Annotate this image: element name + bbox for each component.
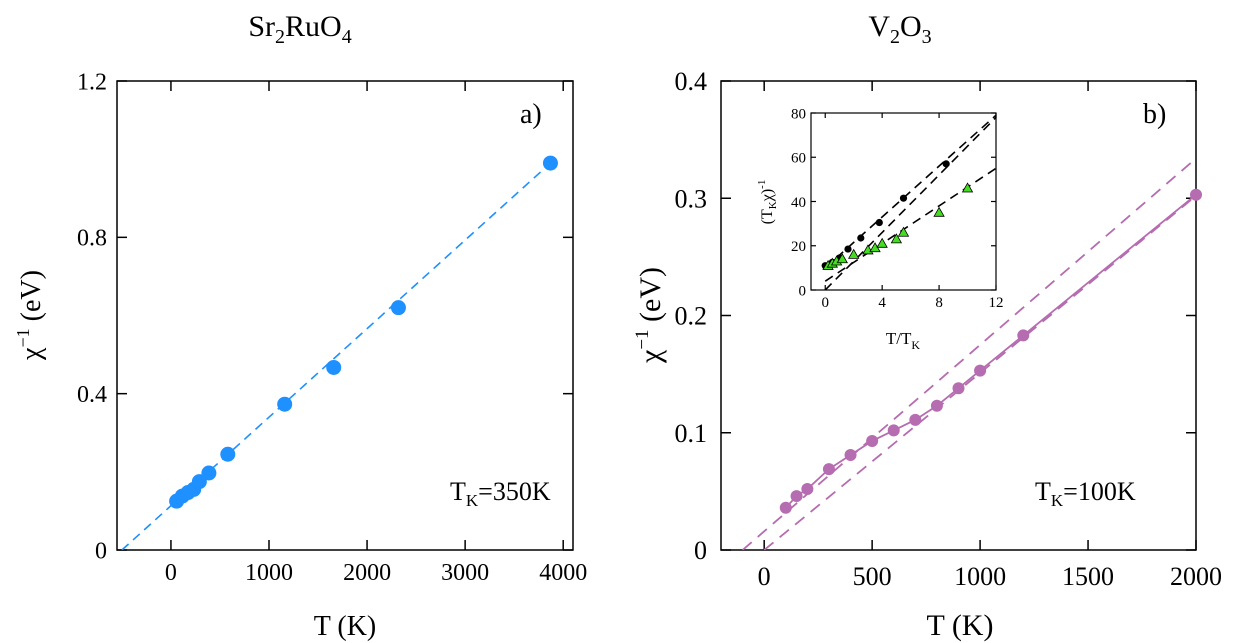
- panel-b-fit-lines: [742, 157, 1196, 550]
- panel-b-points: [779, 188, 1202, 514]
- panel-a-annotation: TK=350K: [450, 477, 551, 510]
- data-point: [390, 300, 406, 316]
- x-tick-label: 0: [821, 295, 829, 311]
- panel-a-label: a): [520, 99, 542, 130]
- x-tick-label: 1000: [954, 562, 1006, 591]
- panel-a-title: Sr2RuO4: [248, 10, 351, 48]
- panel-a: Sr2RuO4 0 1000 2000 3000 4000 0 0.4 0.8 1.2 a) T…: [13, 10, 587, 642]
- y-tick-label: 0: [694, 536, 707, 565]
- inset-point-circle: [844, 245, 852, 253]
- inset: 0 4 8 12 0 20 40 60 80 T/TK (TKχ)-1: [756, 106, 1004, 352]
- inset-ylabel: (TKχ)-1: [756, 180, 779, 225]
- panel-a-xlabel: T (K): [314, 611, 376, 642]
- x-tick-label: 4: [878, 295, 886, 311]
- inset-point-circle: [875, 218, 883, 227]
- data-point: [930, 399, 943, 412]
- data-point: [277, 396, 293, 412]
- data-point: [801, 483, 814, 496]
- y-tick-label: 0.4: [675, 67, 708, 96]
- y-tick-label: 0.4: [77, 382, 107, 408]
- inset-point-triangle: [890, 233, 903, 244]
- panel-a-points: [169, 155, 558, 509]
- y-tick-label: 0.2: [675, 302, 708, 331]
- x-tick-label: 500: [853, 562, 892, 591]
- data-point: [1190, 188, 1202, 201]
- inset-point-circle: [942, 160, 950, 168]
- data-point: [326, 359, 342, 375]
- panel-a-ticks: 0 1000 2000 3000 4000 0 0.4 0.8 1.2: [77, 69, 587, 586]
- data-point: [909, 413, 922, 426]
- y-tick-label: 60: [791, 151, 806, 167]
- inset-point-triangle: [876, 237, 888, 248]
- data-point: [887, 424, 900, 437]
- y-tick-label: 0.1: [675, 419, 708, 448]
- x-tick-label: 8: [935, 295, 943, 311]
- inset-point-triangle: [848, 248, 860, 259]
- y-tick-label: 1.2: [77, 69, 107, 95]
- x-tick-label: 12: [989, 295, 1004, 311]
- data-point: [220, 446, 236, 462]
- inset-point-triangle: [933, 206, 945, 217]
- panel-a-ylabel: χ−1 (eV): [13, 270, 47, 361]
- y-tick-label: 40: [791, 195, 806, 211]
- data-point: [844, 449, 857, 462]
- x-tick-label: 3000: [441, 560, 489, 586]
- x-tick-label: 1500: [1062, 562, 1114, 591]
- inset-point-triangle: [836, 253, 848, 264]
- data-point: [542, 155, 558, 171]
- x-tick-label: 4000: [539, 560, 587, 586]
- y-tick-label: 80: [791, 106, 806, 122]
- x-tick-label: 1000: [245, 560, 293, 586]
- data-point: [974, 364, 987, 377]
- x-tick-label: 0: [758, 562, 771, 591]
- inset-point-triangle: [961, 182, 974, 193]
- inset-points: [821, 160, 974, 270]
- inset-point-circle: [857, 234, 865, 242]
- inset-xlabel: T/TK: [886, 329, 921, 352]
- x-tick-label: 2000: [343, 560, 391, 586]
- data-point: [191, 474, 207, 490]
- data-point: [201, 465, 217, 481]
- x-tick-label: 2000: [1170, 562, 1222, 591]
- inset-fit-line: [824, 116, 996, 290]
- fit-line: [763, 195, 1196, 550]
- panel-b-xlabel: T (K): [927, 609, 994, 642]
- panel-a-frame: [116, 80, 574, 551]
- panel-b-annotation: TK=100K: [1035, 477, 1136, 510]
- x-tick-label: 0: [165, 560, 177, 586]
- inset-fit-line: [824, 114, 996, 269]
- y-tick-label: 20: [791, 239, 806, 255]
- data-point: [790, 490, 803, 503]
- inset-point-circle: [899, 194, 908, 202]
- panel-b-label: b): [1143, 99, 1166, 130]
- y-tick-label: 0.8: [77, 226, 107, 252]
- inset-ticks: 0 4 8 12 0 20 40 60 80: [791, 106, 1004, 311]
- data-point: [779, 501, 792, 514]
- data-point: [822, 463, 835, 476]
- y-tick-label: 0: [799, 283, 807, 299]
- inset-point-triangle: [897, 226, 910, 237]
- panel-b-ylabel: χ−1 (eV): [632, 267, 667, 364]
- data-point: [866, 434, 879, 447]
- data-point: [952, 382, 965, 395]
- data-point: [1017, 329, 1030, 342]
- panel-b-title: V2O3: [868, 10, 931, 48]
- y-tick-label: 0: [95, 538, 107, 564]
- y-tick-label: 0.3: [675, 184, 708, 213]
